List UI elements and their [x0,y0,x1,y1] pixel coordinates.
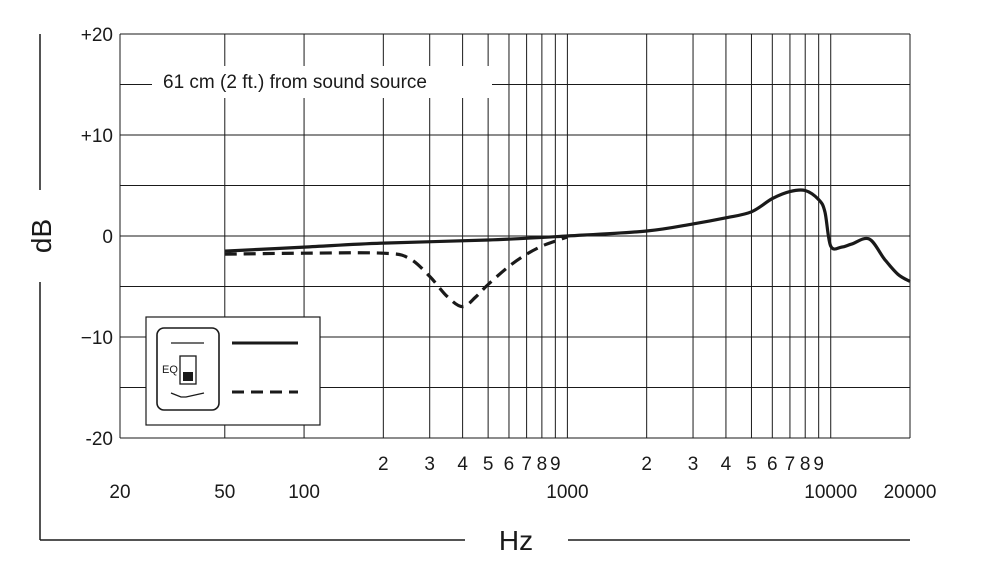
x-tick-label: 50 [214,482,235,503]
y-tick-label: +20 [81,25,113,46]
x-tick-label: 2 [641,454,652,475]
y-tick-label: −10 [81,328,113,349]
y-tick-labels: +20 +10 0 −10 -20 [81,25,113,450]
x-tick-label: 7 [521,454,532,475]
eq-rolloff-symbol [170,392,205,398]
x-tick-label: 9 [813,454,824,475]
x-tick-label: 20 [109,482,130,503]
x-tick-label: 10000 [804,482,857,503]
y-tick-label: -20 [86,429,113,450]
x-tick-label: 8 [537,454,548,475]
x-tick-label: 9 [550,454,561,475]
x-tick-label: 2 [378,454,389,475]
x-tick-label: 20000 [884,482,937,503]
x-tick-label: 3 [424,454,435,475]
annotation-background [152,66,492,98]
series-line-solid [224,188,911,283]
x-tick-label: 4 [457,454,468,475]
x-tick-label: 6 [767,454,778,475]
series-line-dashed [224,235,568,309]
x-tick-label: 6 [504,454,515,475]
y-axis-title: dB [26,219,57,253]
x-tick-label: 4 [721,454,732,475]
x-tick-label: 3 [688,454,699,475]
x-tick-label: 5 [746,454,757,475]
series-lines [224,188,911,309]
x-tick-label: 8 [800,454,811,475]
eq-label: EQ [162,364,178,376]
x-tick-label: 7 [785,454,796,475]
legend: EQ [145,316,321,426]
x-tick-label: 5 [483,454,494,475]
y-tick-label: +10 [81,126,113,147]
x-axis-title: Hz [499,525,533,556]
x-tick-label: 1000 [546,482,588,503]
eq-switch-knob [183,372,193,381]
x-tick-label: 100 [288,482,320,503]
y-tick-label: 0 [102,227,113,248]
annotation-text: 61 cm (2 ft.) from sound source [163,72,427,93]
